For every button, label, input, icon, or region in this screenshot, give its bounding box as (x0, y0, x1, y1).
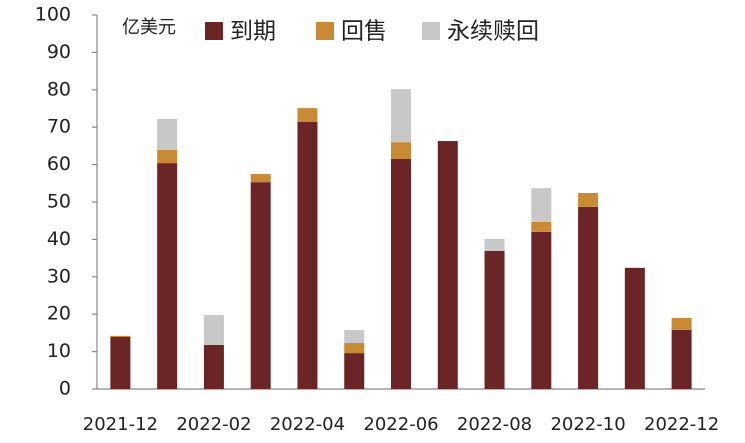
bar-segment (250, 182, 271, 389)
unit-label: 亿美元 (122, 17, 176, 38)
bar-segment (391, 89, 411, 143)
legend-label: 永续赎回 (447, 19, 539, 45)
bar-segment (157, 118, 178, 151)
y-tick-label: 50 (47, 191, 71, 213)
bar-segment (531, 221, 552, 232)
bar-segment (437, 141, 458, 389)
y-tick-label: 40 (47, 228, 71, 250)
y-tick-label: 20 (47, 303, 71, 325)
x-tick-label: 2021-12 (83, 414, 158, 435)
bar-segment (344, 353, 365, 389)
bar-segment (484, 239, 505, 251)
bar-segment (624, 267, 645, 389)
bar-segment (157, 150, 178, 164)
y-tick-label: 80 (47, 78, 71, 100)
x-tick-label: 2022-02 (176, 414, 251, 435)
y-tick-label: 70 (47, 116, 71, 138)
legend-label: 回售 (341, 19, 387, 45)
y-tick-label: 100 (35, 4, 71, 26)
bar-segment (671, 329, 692, 389)
bar-segment (297, 121, 318, 390)
bar-segment (157, 163, 178, 389)
bar-segment (391, 158, 411, 389)
y-tick-label: 60 (47, 153, 71, 175)
legend-swatch (316, 22, 334, 40)
x-tick-label: 2022-08 (457, 414, 532, 435)
bar-segment (578, 193, 599, 207)
y-tick-label: 10 (47, 340, 71, 362)
bar-segment (250, 173, 271, 183)
bar-segment (344, 342, 365, 354)
bar-segment (203, 344, 224, 389)
bar-segment (110, 337, 131, 389)
bar-segment (391, 142, 411, 159)
y-tick-label: 0 (59, 378, 71, 400)
y-tick-label: 90 (47, 41, 71, 63)
bar-segment (110, 335, 131, 338)
y-tick-label: 30 (47, 265, 71, 287)
x-tick-label: 2022-04 (270, 414, 345, 435)
bar-segment (578, 206, 599, 389)
bar-segment (671, 317, 692, 330)
legend-swatch (422, 22, 440, 40)
bar-segment (531, 231, 552, 389)
bar-segment (531, 188, 552, 222)
bar-segment (484, 250, 505, 389)
legend-swatch (205, 22, 223, 40)
x-tick-label: 2022-10 (550, 414, 625, 435)
bar-segment (344, 329, 365, 343)
x-tick-label: 2022-12 (644, 414, 719, 435)
bar-segment (297, 108, 318, 122)
legend-label: 到期 (230, 19, 276, 45)
x-tick-label: 2022-06 (363, 414, 438, 435)
bar-segment (203, 314, 224, 345)
